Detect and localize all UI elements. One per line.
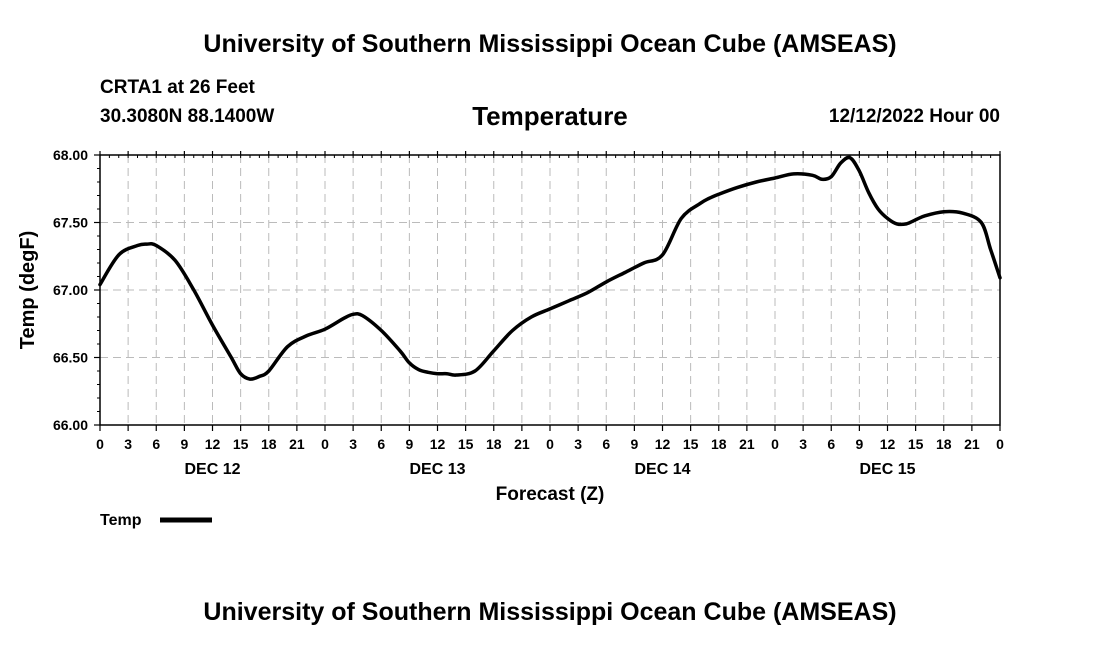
x-tick-label: 6 bbox=[152, 436, 160, 452]
chart-title: University of Southern Mississippi Ocean… bbox=[203, 30, 897, 58]
x-tick-label: 9 bbox=[405, 436, 413, 452]
x-tick-label: 21 bbox=[739, 436, 755, 452]
x-tick-label: 6 bbox=[827, 436, 835, 452]
x-tick-label: 15 bbox=[683, 436, 699, 452]
x-tick-label: 0 bbox=[321, 436, 329, 452]
chart-labels: 66.00 66.50 67.00 67.50 68.00 0 3 6 9 12 15 18 21 0 3 6… bbox=[53, 147, 1004, 478]
chart-ticks bbox=[94, 151, 1001, 431]
y-tick-label: 67.50 bbox=[53, 215, 88, 231]
temp-series-line bbox=[98, 155, 1002, 381]
x-tick-label: 0 bbox=[546, 436, 554, 452]
x-axis-label: Forecast (Z) bbox=[496, 484, 605, 505]
x-tick-label: 0 bbox=[771, 436, 779, 452]
x-tick-label: 18 bbox=[486, 436, 502, 452]
x-tick-label: 21 bbox=[514, 436, 530, 452]
x-tick-label: 6 bbox=[377, 436, 385, 452]
x-tick-label: 6 bbox=[602, 436, 610, 452]
station-label: CRTA1 at 26 Feet bbox=[100, 77, 255, 98]
day-label: DEC 12 bbox=[184, 461, 240, 478]
x-tick-label: 12 bbox=[205, 436, 221, 452]
x-tick-label: 0 bbox=[996, 436, 1004, 452]
x-tick-label: 18 bbox=[936, 436, 952, 452]
x-tick-label: 18 bbox=[261, 436, 277, 452]
x-tick-label: 0 bbox=[96, 436, 104, 452]
x-tick-label: 9 bbox=[855, 436, 863, 452]
x-tick-label: 18 bbox=[711, 436, 727, 452]
x-tick-label: 21 bbox=[964, 436, 980, 452]
y-tick-label: 66.50 bbox=[53, 350, 88, 366]
plot-frame bbox=[99, 154, 1001, 426]
x-tick-label: 15 bbox=[458, 436, 474, 452]
footer-title: University of Southern Mississippi Ocean… bbox=[203, 598, 897, 626]
y-axis-label: Temp (degF) bbox=[17, 231, 39, 350]
day-label: DEC 14 bbox=[634, 461, 690, 478]
day-label: DEC 13 bbox=[409, 461, 465, 478]
chart-grid bbox=[100, 155, 1000, 425]
day-label: DEC 15 bbox=[859, 461, 915, 478]
variable-title: Temperature bbox=[472, 101, 628, 131]
forecast-datetime: 12/12/2022 Hour 00 bbox=[828, 106, 1000, 127]
x-tick-label: 9 bbox=[630, 436, 638, 452]
x-tick-label: 9 bbox=[180, 436, 188, 452]
x-tick-label: 3 bbox=[349, 436, 357, 452]
station-coordinates: 30.3080N 88.1400W bbox=[100, 106, 275, 127]
x-tick-label: 12 bbox=[430, 436, 446, 452]
x-tick-label: 15 bbox=[908, 436, 924, 452]
y-tick-label: 67.00 bbox=[53, 282, 88, 298]
legend-label: Temp bbox=[100, 512, 142, 529]
x-tick-label: 21 bbox=[289, 436, 305, 452]
x-tick-label: 15 bbox=[233, 436, 249, 452]
x-tick-label: 3 bbox=[124, 436, 132, 452]
y-tick-label: 68.00 bbox=[53, 147, 88, 163]
x-tick-label: 3 bbox=[574, 436, 582, 452]
x-tick-label: 12 bbox=[880, 436, 896, 452]
x-tick-label: 12 bbox=[655, 436, 671, 452]
chart-series bbox=[98, 155, 1002, 381]
y-tick-label: 66.00 bbox=[53, 417, 88, 433]
x-tick-label: 3 bbox=[799, 436, 807, 452]
